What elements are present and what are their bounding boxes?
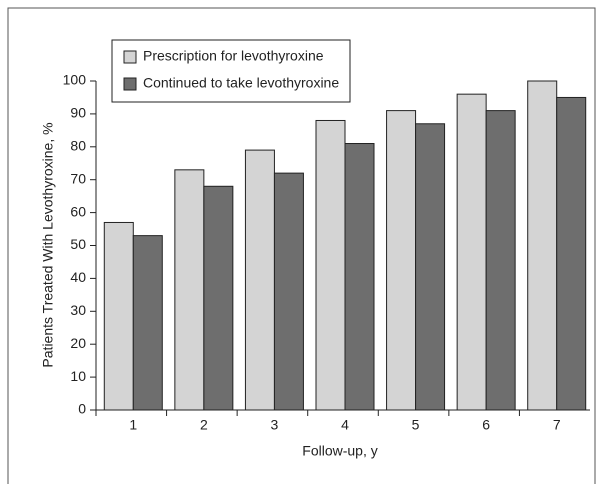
y-tick-label: 20	[70, 335, 86, 351]
y-tick-label: 100	[63, 72, 87, 88]
bar	[174, 169, 205, 411]
bar	[203, 185, 234, 411]
bar	[527, 80, 558, 411]
y-tick-label: 60	[70, 203, 86, 219]
legend-box	[111, 39, 351, 103]
x-tick-label: 4	[341, 417, 349, 433]
bar	[485, 110, 516, 411]
legend-swatch	[123, 77, 137, 91]
bar	[244, 149, 275, 411]
y-tick-label: 50	[70, 236, 86, 252]
x-tick-label: 7	[553, 417, 561, 433]
legend-label: Continued to take levothyroxine	[143, 75, 339, 91]
x-axis-title: Follow-up, y	[302, 443, 377, 459]
y-tick-label: 40	[70, 269, 86, 285]
bar	[386, 110, 417, 411]
legend-label: Prescription for levothyroxine	[143, 48, 324, 64]
bar	[315, 119, 346, 411]
y-tick-label: 0	[78, 401, 86, 417]
bar	[344, 143, 375, 411]
y-axis-title: Patients Treated With Levothyroxine, %	[40, 122, 56, 367]
x-tick-label: 3	[271, 417, 279, 433]
x-tick-label: 6	[482, 417, 490, 433]
bar	[273, 172, 304, 411]
x-tick-label: 1	[129, 417, 137, 433]
bar	[132, 235, 163, 411]
legend-swatch	[123, 50, 137, 64]
bar	[456, 93, 487, 411]
bar	[415, 123, 446, 411]
bar	[556, 96, 587, 411]
y-tick-label: 30	[70, 302, 86, 318]
y-tick-label: 70	[70, 170, 86, 186]
y-tick-label: 80	[70, 138, 86, 154]
y-tick-label: 90	[70, 105, 86, 121]
x-tick-label: 2	[200, 417, 208, 433]
y-tick-label: 10	[70, 368, 86, 384]
x-tick-label: 5	[412, 417, 420, 433]
bar	[103, 221, 134, 411]
frame	[7, 7, 596, 484]
